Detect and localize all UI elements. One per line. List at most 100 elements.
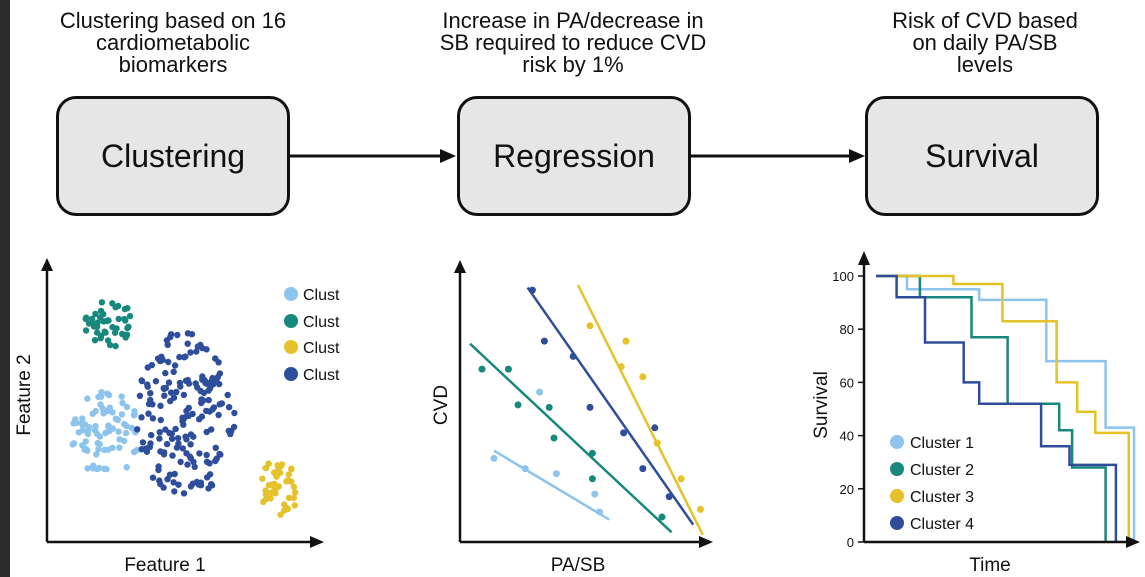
cluster-1-point bbox=[130, 412, 138, 419]
cluster-2-point bbox=[658, 513, 666, 521]
cluster-3-point bbox=[283, 504, 290, 511]
cluster-4-point bbox=[171, 362, 179, 369]
cluster-4-point bbox=[157, 357, 164, 365]
cluster-4-point bbox=[152, 378, 160, 385]
cluster-2-point bbox=[124, 324, 131, 332]
survival-plot: Time Survival 0 20 40 60 80 100 Cluster 1 Clu… bbox=[811, 251, 1140, 576]
cluster-1-point bbox=[109, 425, 117, 432]
cluster-3-point bbox=[262, 487, 269, 494]
cluster-4-point bbox=[138, 377, 145, 384]
cluster-4-point bbox=[203, 474, 211, 481]
cluster-1-point bbox=[73, 419, 80, 427]
cluster-3-point bbox=[288, 478, 295, 485]
cluster-4-point bbox=[180, 391, 188, 399]
cluster-4-point bbox=[165, 358, 172, 366]
cluster-3-point bbox=[677, 475, 685, 483]
cluster-2-regression-line bbox=[469, 342, 673, 534]
legend-label-cluster-4: Cluster 4 bbox=[910, 516, 974, 533]
cluster-4-point bbox=[149, 415, 157, 422]
cluster-4-point bbox=[197, 387, 204, 395]
cluster-4-point bbox=[198, 399, 205, 407]
cluster-4-point bbox=[167, 397, 174, 405]
cluster-3-point bbox=[265, 460, 272, 467]
cluster-2-point bbox=[103, 317, 110, 325]
cluster-4-point bbox=[155, 466, 162, 474]
cluster-4-point bbox=[161, 392, 168, 399]
cluster-1-point bbox=[591, 490, 599, 498]
cluster-4-point bbox=[144, 364, 151, 371]
legend-label-cluster-3: Cluster 3 bbox=[910, 489, 974, 506]
y-tick-label: 60 bbox=[840, 375, 854, 390]
cluster-4-point bbox=[199, 376, 206, 383]
y-tick-label: 100 bbox=[832, 269, 854, 284]
cluster-4-point bbox=[216, 380, 223, 388]
cluster-1-point bbox=[596, 508, 604, 516]
cluster-1-point bbox=[98, 389, 105, 396]
cluster-2-point bbox=[122, 317, 129, 324]
cluster-4-point bbox=[187, 431, 195, 438]
cluster-1-point bbox=[84, 395, 91, 402]
cluster-4-point bbox=[182, 353, 189, 360]
cluster-2-point bbox=[109, 323, 116, 331]
cluster-1-point bbox=[93, 430, 101, 437]
legend-swatch-cluster-3 bbox=[890, 489, 904, 503]
cluster-3-point bbox=[271, 469, 278, 476]
cluster-4-point bbox=[225, 404, 233, 411]
cluster-2-point bbox=[104, 337, 112, 344]
cluster-3-point bbox=[285, 494, 293, 502]
cluster-4-point bbox=[205, 396, 212, 404]
cluster-1-point bbox=[92, 422, 99, 430]
cluster-1-point bbox=[119, 399, 126, 407]
cluster-4-point bbox=[185, 404, 192, 412]
cluster-1-point bbox=[521, 465, 529, 473]
cluster-2-point bbox=[514, 401, 522, 409]
cluster-4-point bbox=[138, 414, 145, 421]
cluster-3-point bbox=[290, 483, 298, 491]
cluster-3-point bbox=[259, 475, 266, 482]
cluster-1-point bbox=[123, 403, 131, 411]
cluster-4-point bbox=[170, 368, 177, 375]
cluster-1-point bbox=[105, 391, 113, 399]
cluster-2-point bbox=[100, 311, 107, 318]
cluster-3-survival-curve bbox=[876, 274, 1131, 542]
cluster-4-survival-curve bbox=[876, 274, 1118, 542]
legend-label-cluster-3: Cluster 3 bbox=[303, 340, 340, 357]
cluster-4-point bbox=[184, 340, 191, 347]
cluster-1-point bbox=[121, 420, 128, 428]
regression-box: Regression bbox=[457, 96, 691, 216]
legend-label-cluster-2: Cluster 2 bbox=[910, 462, 974, 479]
cluster-1-point bbox=[99, 405, 106, 412]
cluster-4-point bbox=[218, 400, 226, 407]
cluster-2-point bbox=[121, 305, 129, 313]
survival-box: Survival bbox=[865, 96, 1099, 216]
cluster-1-point bbox=[121, 437, 128, 445]
x-axis-arrowhead bbox=[699, 536, 713, 548]
cluster-2-point bbox=[550, 434, 558, 442]
cluster-3-point bbox=[617, 363, 625, 371]
cluster-4-point bbox=[203, 407, 210, 415]
cluster-4-point bbox=[187, 483, 195, 490]
cluster-4-point bbox=[166, 471, 174, 478]
cluster-1-point bbox=[81, 421, 89, 428]
cluster-4-point bbox=[231, 409, 238, 417]
legend-label-cluster-2: Cluster 2 bbox=[303, 314, 340, 331]
arrow-regression-to-survival bbox=[691, 149, 865, 163]
legend-swatch-cluster-4 bbox=[890, 516, 904, 530]
y-tick-label: 20 bbox=[840, 482, 854, 497]
cluster-4-point bbox=[540, 337, 548, 345]
y-axis-arrowhead bbox=[858, 251, 870, 265]
legend-swatch-cluster-1 bbox=[284, 287, 298, 301]
cluster-4-point bbox=[528, 286, 536, 294]
cluster-1-point bbox=[69, 441, 76, 448]
cluster-2-point bbox=[121, 331, 128, 339]
y-tick-label: 80 bbox=[840, 322, 854, 337]
legend-swatch-cluster-2 bbox=[890, 462, 904, 476]
cluster-3-point bbox=[277, 511, 284, 518]
y-tick-label: 0 bbox=[847, 535, 854, 550]
cluster-4-point bbox=[163, 337, 171, 344]
cluster-2-point bbox=[115, 302, 122, 310]
cluster-legend: Cluster 1 Cluster 2 Cluster 3 Cluster 4 bbox=[284, 287, 340, 384]
cluster-1-regression-line bbox=[493, 449, 610, 521]
cluster-scatter-plot: Feature 1 Feature 2 Cluster 1 Cluster 2 … bbox=[14, 258, 340, 576]
cluster-4-point bbox=[169, 452, 176, 459]
